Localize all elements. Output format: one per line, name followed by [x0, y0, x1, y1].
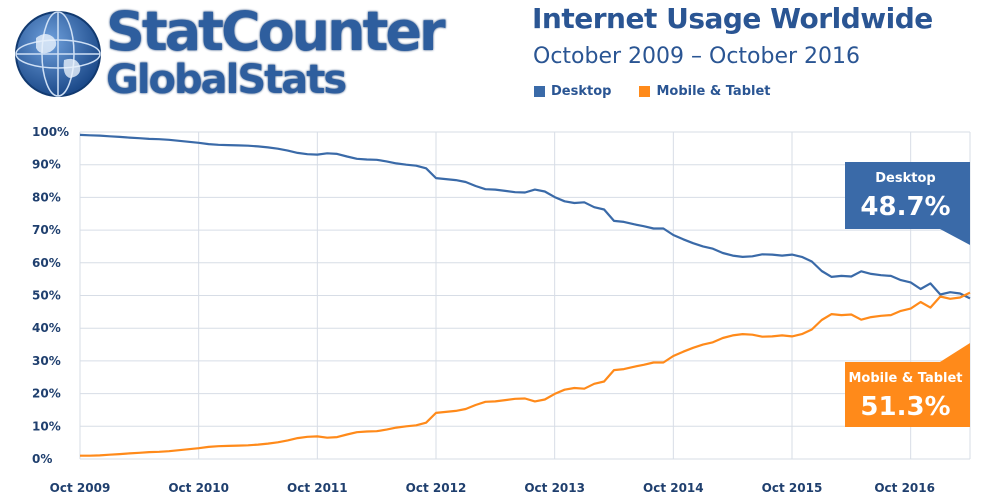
- callout-label-mobile: Mobile & Tablet: [848, 371, 962, 386]
- callout-value-desktop: 48.7%: [860, 192, 950, 222]
- y-tick-label-8: 80%: [32, 190, 61, 204]
- x-tick-label-3: Oct 2012: [406, 481, 467, 495]
- y-tick-label-7: 70%: [32, 223, 61, 237]
- x-tick-label-4: Oct 2013: [524, 481, 585, 495]
- y-tick-label-1: 10%: [32, 419, 61, 433]
- y-tick-label-6: 60%: [32, 256, 61, 270]
- legend-label-desktop: Desktop: [551, 84, 612, 99]
- x-tick-label-2: Oct 2011: [287, 481, 348, 495]
- series-line-mobile: [80, 291, 971, 457]
- x-tick-label-6: Oct 2015: [762, 481, 823, 495]
- x-tick-label-5: Oct 2014: [643, 481, 704, 495]
- chart-subtitle: October 2009 – October 2016: [533, 44, 861, 69]
- legend-item-mobile: Mobile & Tablet: [639, 84, 771, 99]
- y-tick-label-9: 90%: [32, 158, 61, 172]
- statcounter-logo: StatCounter GlobalStats: [6, 0, 476, 112]
- y-tick-label-3: 30%: [32, 354, 61, 368]
- y-tick-label-5: 50%: [32, 289, 61, 303]
- legend-swatch-desktop: [534, 86, 545, 97]
- series-line-desktop: [79, 133, 971, 300]
- chart-title: Internet Usage Worldwide: [532, 2, 933, 35]
- callout-box-desktop: [845, 162, 970, 245]
- legend-item-desktop: Desktop: [534, 84, 611, 99]
- y-tick-label-0: 0%: [32, 452, 52, 466]
- x-tick-label-1: Oct 2010: [168, 481, 229, 495]
- y-tick-label-2: 20%: [32, 387, 61, 401]
- chart-legend: Desktop Mobile & Tablet: [534, 84, 771, 99]
- logo-wordmark-line2: GlobalStats: [106, 57, 347, 103]
- logo-wordmark-line1: StatCounter: [105, 0, 447, 63]
- y-tick-label-10: 100%: [32, 125, 69, 139]
- globe-icon: [15, 11, 101, 97]
- callout-value-mobile: 51.3%: [860, 392, 950, 422]
- x-tick-label-0: Oct 2009: [50, 481, 111, 495]
- y-tick-label-4: 40%: [32, 321, 61, 335]
- legend-label-mobile: Mobile & Tablet: [656, 84, 771, 99]
- legend-swatch-mobile: [639, 86, 651, 97]
- callout-label-desktop: Desktop: [875, 171, 935, 186]
- callout-box-mobile: [845, 343, 970, 427]
- x-tick-label-7: Oct 2016: [874, 481, 935, 495]
